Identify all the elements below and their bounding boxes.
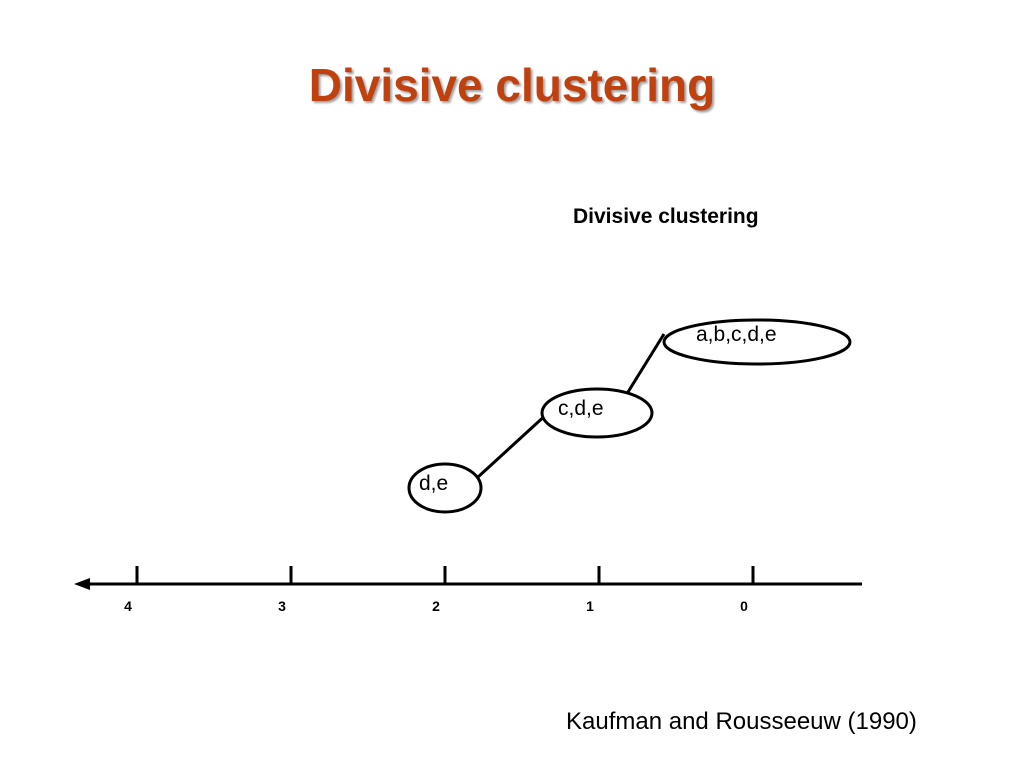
slide-title: Divisive clustering [308,59,716,111]
diagram-title: Divisive clustering [573,205,759,228]
cluster-node-label: a,b,c,d,e [696,323,777,346]
axis-tick-label: 0 [740,598,748,614]
cluster-node-de: d,e [407,462,483,514]
axis-tick-label: 2 [432,598,440,614]
axis-tick-label: 4 [124,598,132,614]
connector-cde-to-abcde [626,333,666,393]
axis-arrow-left-icon [74,578,90,590]
cluster-node-cde: c,d,e [540,387,654,439]
cluster-node-label: d,e [419,472,448,495]
citation: Kaufman and Rousseeuw (1990) [566,708,917,735]
cluster-node-abcde: a,b,c,d,e [662,318,852,366]
connector-de-to-cde [476,411,550,479]
axis-tick-label: 3 [278,598,286,614]
cluster-node-label: c,d,e [558,397,604,420]
axis-tick-label: 1 [586,598,594,614]
